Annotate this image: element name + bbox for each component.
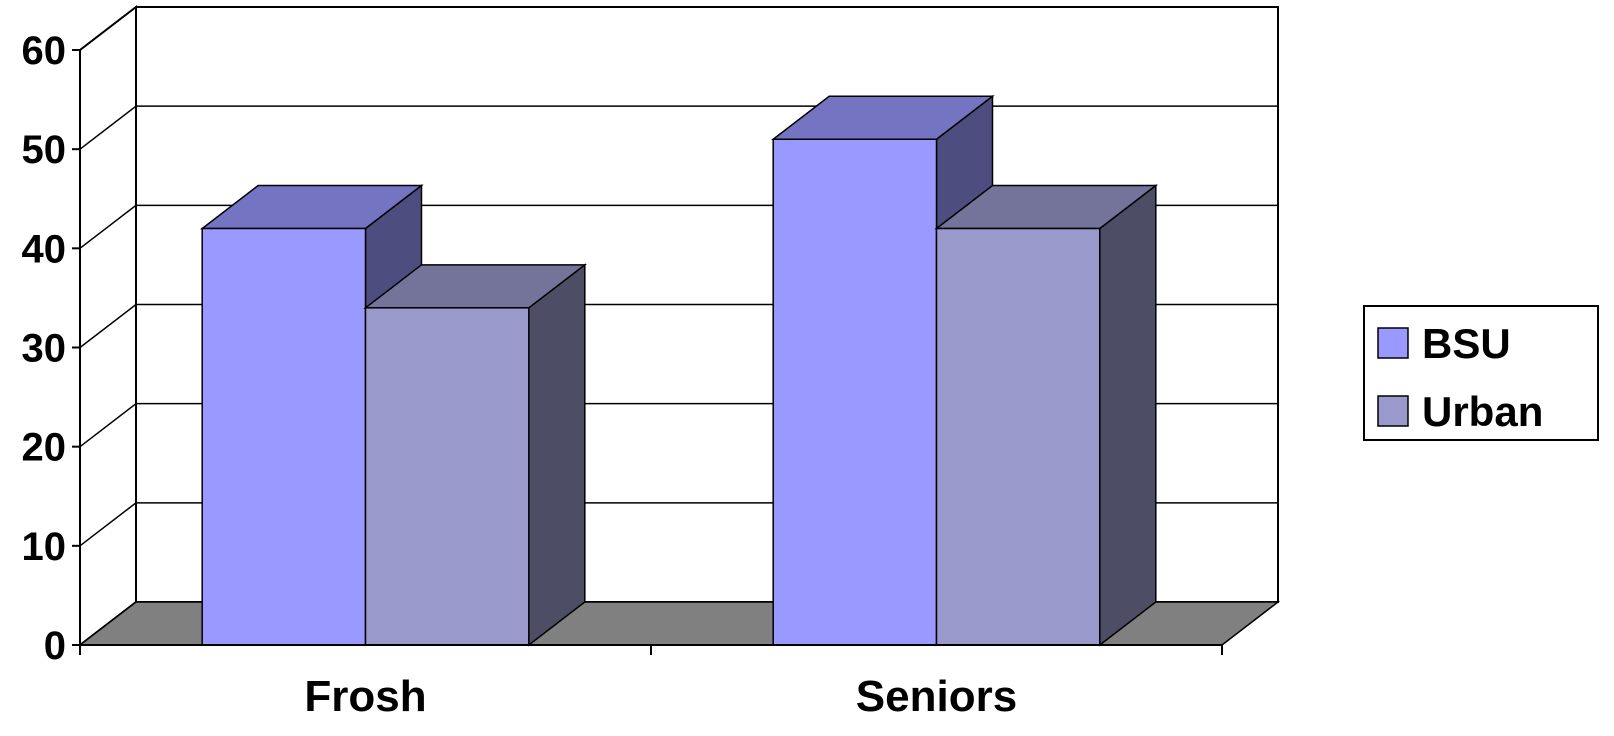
bar-side-face [1099, 183, 1157, 647]
gridline-side [79, 6, 137, 51]
y-axis-tick-labels: 0 10 20 30 40 50 60 [22, 29, 67, 668]
gridline-side [79, 303, 137, 349]
bar-front-face [201, 227, 367, 646]
legend-label: BSU [1422, 320, 1511, 367]
legend-label: Urban [1422, 388, 1543, 435]
gridline-side [79, 105, 137, 150]
bar-urban-frosh [363, 263, 588, 647]
y-tick-label: 30 [22, 327, 67, 371]
bar-side-face [528, 263, 586, 647]
x-axis-category-labels: Frosh Seniors [304, 672, 1017, 721]
legend-swatch [1377, 395, 1409, 427]
y-tick-label: 60 [22, 29, 67, 73]
gridline-side [79, 204, 137, 249]
bar-urban-seniors [934, 183, 1159, 647]
bar-front-face [935, 227, 1101, 646]
axes [72, 49, 1223, 655]
y-tick-label: 40 [22, 227, 67, 271]
bar-front-face [364, 307, 530, 646]
legend-swatch [1377, 327, 1409, 359]
gridline-side [79, 502, 137, 547]
bar-front-face [772, 138, 938, 646]
category-label: Frosh [304, 672, 426, 721]
y-tick-label: 50 [22, 128, 67, 172]
y-tick-label: 0 [44, 624, 66, 668]
bars [199, 94, 1159, 647]
y-tick-label: 10 [22, 525, 67, 569]
legend: BSU Urban [1363, 305, 1599, 441]
y-tick-label: 20 [22, 426, 67, 470]
category-label: Seniors [856, 672, 1017, 721]
gridline-side [79, 403, 137, 448]
